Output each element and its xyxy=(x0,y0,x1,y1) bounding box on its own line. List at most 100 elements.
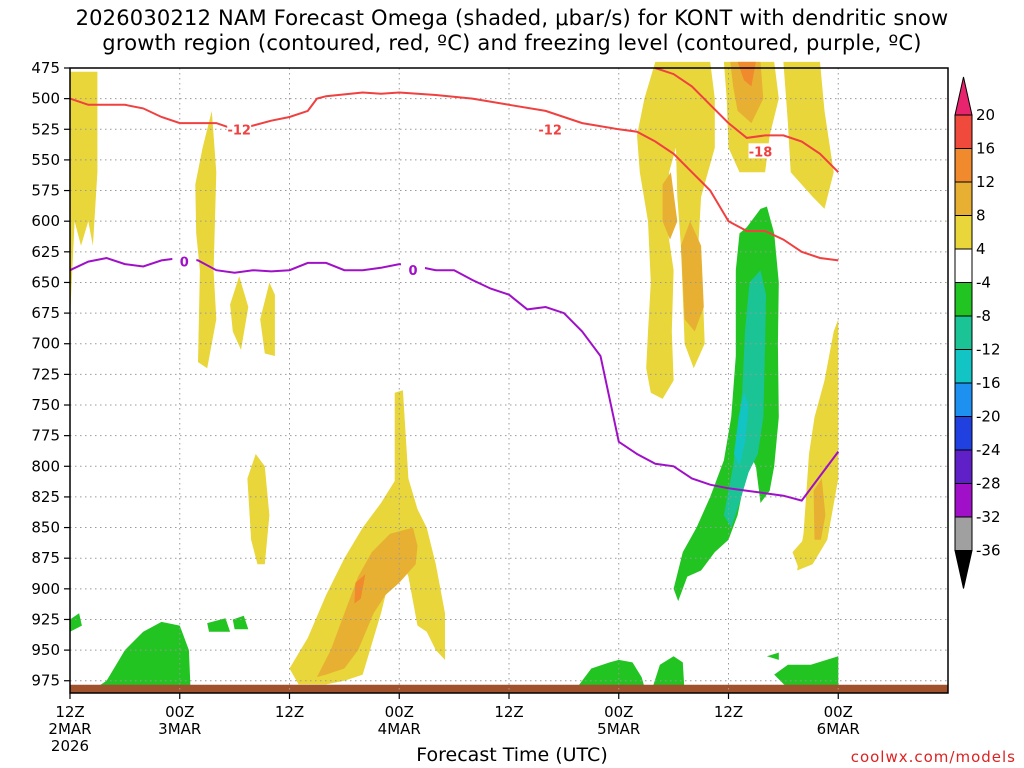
pressure-tick-label: 750 xyxy=(31,396,60,414)
pressure-tick-label: 625 xyxy=(31,243,60,261)
time-tick-label: 00Z xyxy=(385,703,414,721)
colorbar-label: -4 xyxy=(976,274,991,292)
time-tick-label: 4MAR xyxy=(378,720,421,738)
contour-label-bg xyxy=(172,253,197,269)
colorbar-swatch xyxy=(954,449,973,484)
colorbar-swatch xyxy=(954,382,973,417)
contour-label: -18 xyxy=(749,145,773,160)
time-tick-label: 6MAR xyxy=(817,720,860,738)
omega-region xyxy=(650,656,685,693)
colorbar-swatch xyxy=(954,148,973,183)
dendritic-minus18-line xyxy=(654,67,840,173)
colorbar-label: -24 xyxy=(976,441,1001,459)
time-tick-label: 12Z xyxy=(494,703,523,721)
grid-lines xyxy=(69,67,948,693)
omega-region xyxy=(766,652,779,660)
omega-region xyxy=(232,615,249,630)
colorbar-label: -20 xyxy=(976,408,1001,426)
colorbar-label: -16 xyxy=(976,374,1001,392)
x-axis-label: Forecast Time (UTC) xyxy=(416,744,608,766)
time-tick-label: 12Z xyxy=(275,703,304,721)
pressure-tick-label: 675 xyxy=(31,304,60,322)
pressure-tick-label: 600 xyxy=(31,212,60,230)
colorbar-swatch xyxy=(954,114,973,149)
title-line-2: growth region (contoured, red, ºC) and f… xyxy=(102,31,922,55)
colorbar-label: -28 xyxy=(976,475,1001,493)
colorbar-swatch xyxy=(954,282,973,317)
pressure-tick-label: 775 xyxy=(31,427,60,445)
colorbar-label: -8 xyxy=(976,307,991,325)
contour-label-bg xyxy=(227,121,252,137)
omega-region xyxy=(637,61,683,399)
colorbar-swatch xyxy=(954,483,973,518)
pressure-tick-label: 875 xyxy=(31,549,60,567)
contour-label-bg xyxy=(400,262,425,278)
colorbar-label: 4 xyxy=(976,240,986,258)
colorbar-label: -12 xyxy=(976,341,1001,359)
colorbar-bottom-arrow xyxy=(954,550,973,589)
pressure-tick-label: 725 xyxy=(31,365,60,383)
time-tick-label: 3MAR xyxy=(158,720,201,738)
colorbar-swatch xyxy=(954,248,973,283)
omega-region xyxy=(792,539,812,567)
plot-frame xyxy=(69,67,949,694)
omega-region xyxy=(662,172,678,240)
time-tick-label: 00Z xyxy=(604,703,633,721)
colorbar-swatch xyxy=(954,181,973,216)
pressure-tick-label: 975 xyxy=(31,672,60,690)
omega-region xyxy=(195,110,217,369)
omega-region xyxy=(289,390,445,685)
pressure-tick-label: 925 xyxy=(31,610,60,628)
pressure-tick-label: 850 xyxy=(31,519,60,537)
chart-title: 2026030212 NAM Forecast Omega (shaded, μ… xyxy=(0,6,1024,56)
colorbar-swatch xyxy=(954,516,973,551)
omega-region xyxy=(573,659,647,693)
credit-text: coolwx.com/models xyxy=(850,748,1016,766)
pressure-tick-label: 525 xyxy=(31,120,60,138)
pressure-tick-label: 950 xyxy=(31,641,60,659)
omega-region xyxy=(316,527,418,678)
omega-region xyxy=(207,618,231,632)
pressure-tick-label: 475 xyxy=(31,59,60,77)
colorbar-swatch xyxy=(954,215,973,250)
pressure-tick-label: 900 xyxy=(31,580,60,598)
contour-label: 0 xyxy=(408,264,417,279)
time-tick-label: 5MAR xyxy=(597,720,640,738)
omega-region xyxy=(813,478,826,540)
omega-region xyxy=(797,319,839,571)
pressure-tick-label: 550 xyxy=(31,151,60,169)
omega-region xyxy=(260,282,275,356)
pressure-tick-label: 800 xyxy=(31,457,60,475)
pressure-tick-label: 700 xyxy=(31,335,60,353)
omega-region xyxy=(230,276,249,350)
colorbar: 20 16 12 8 4 -4 -8 -12 -16 -20 -24 -28 -32 -36 xyxy=(954,76,1001,589)
contour-label: 0 xyxy=(180,256,189,271)
omega-region xyxy=(680,221,704,332)
colorbar-label: 12 xyxy=(976,173,995,191)
omega-region xyxy=(774,656,839,693)
contour-label: -12 xyxy=(227,123,251,138)
contour-label-bg xyxy=(538,121,563,137)
contour-label: -12 xyxy=(538,123,562,138)
pressure-tick-label: 825 xyxy=(31,488,60,506)
time-tick-label: 2026 xyxy=(51,737,89,755)
dendritic-minus12-line xyxy=(69,91,839,262)
colorbar-swatch xyxy=(954,349,973,384)
omega-region xyxy=(734,392,749,467)
title-line-1: 2026030212 NAM Forecast Omega (shaded, μ… xyxy=(75,6,949,30)
time-tick-label: 12Z xyxy=(714,703,743,721)
colorbar-label: 16 xyxy=(976,140,995,158)
time-tick-label: 2MAR xyxy=(48,720,91,738)
pressure-tick-label: 500 xyxy=(31,90,60,108)
colorbar-swatch xyxy=(954,315,973,350)
colorbar-label: 20 xyxy=(976,106,995,124)
omega-region xyxy=(88,621,191,693)
time-tick-label: 12Z xyxy=(55,703,84,721)
omega-region xyxy=(783,61,834,209)
colorbar-label: -32 xyxy=(976,508,1001,526)
omega-region xyxy=(70,613,82,632)
pressure-tick-label: 650 xyxy=(31,273,60,291)
omega-region xyxy=(70,71,98,320)
